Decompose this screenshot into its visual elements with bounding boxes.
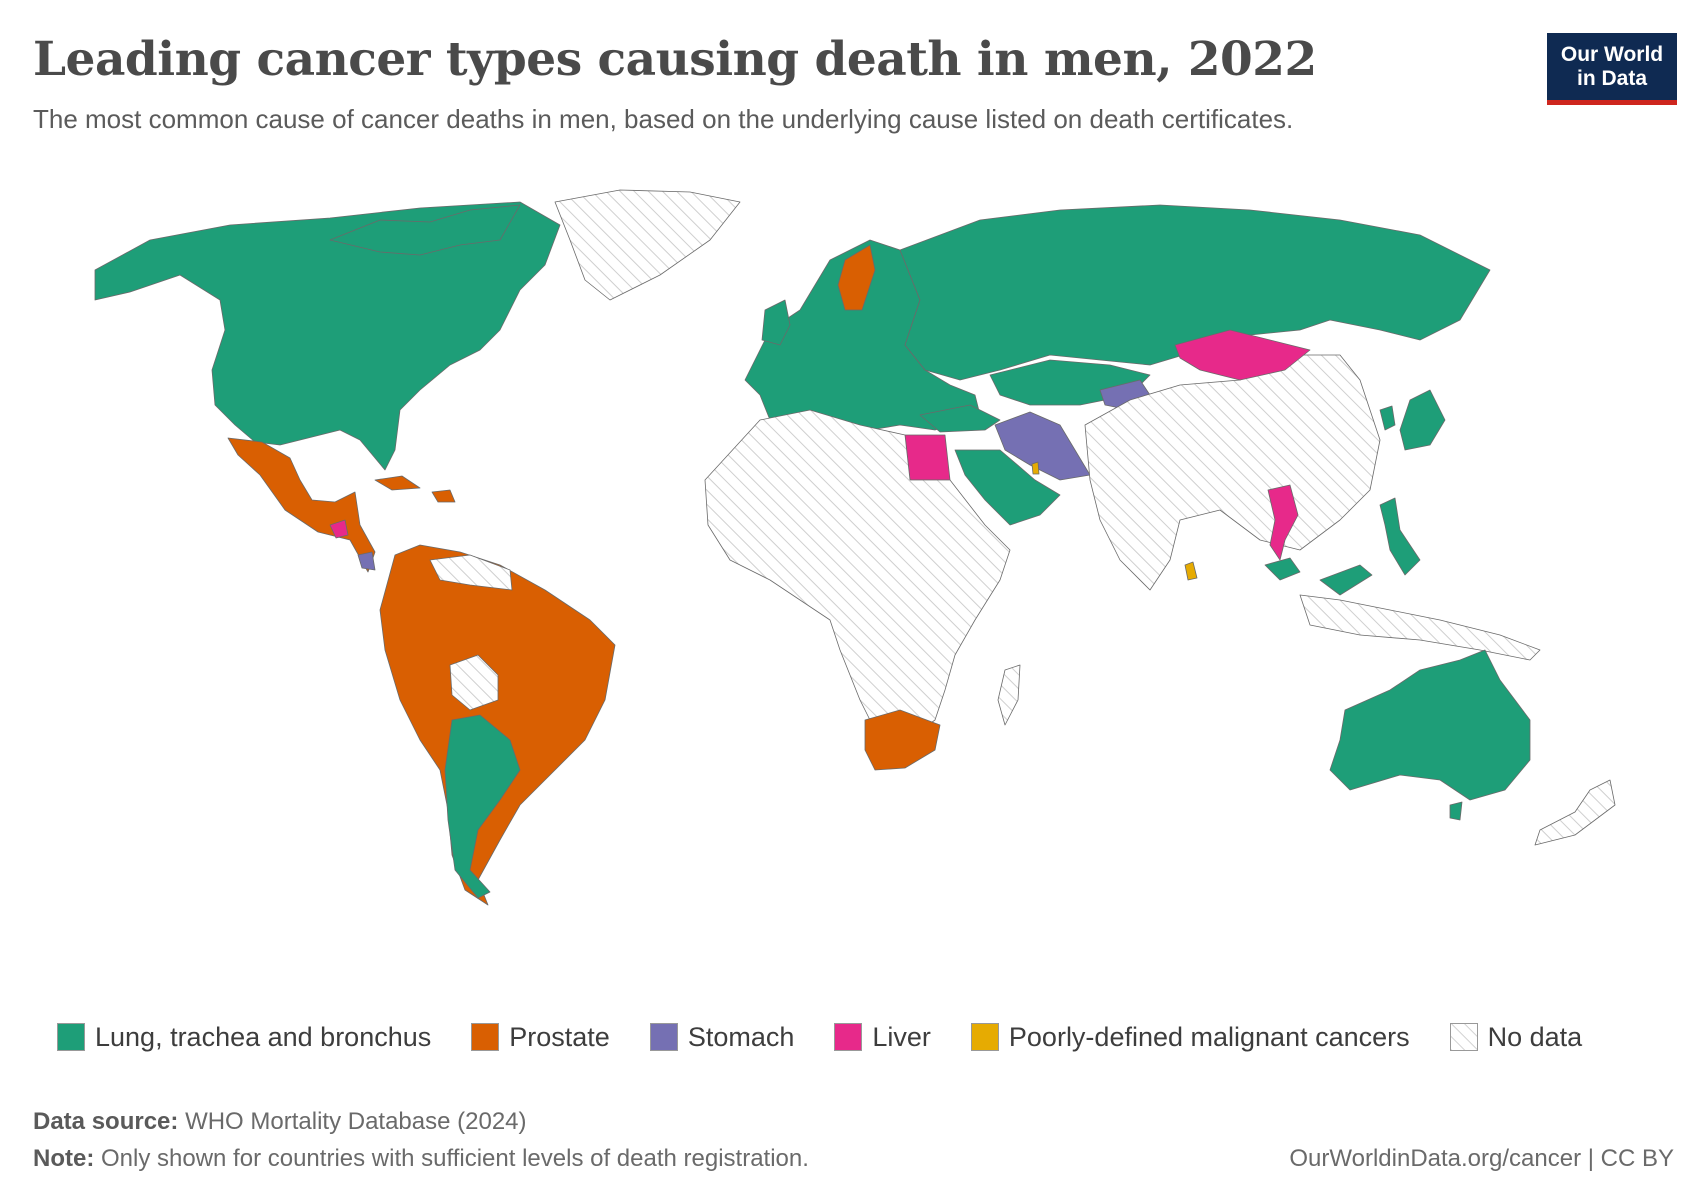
region-philippines[interactable] xyxy=(1379,497,1421,576)
region-sweden[interactable] xyxy=(837,244,876,311)
region-egypt[interactable] xyxy=(904,434,951,481)
region-bolivia xyxy=(449,654,499,711)
note-text: Only shown for countries with sufficient… xyxy=(101,1145,809,1172)
region-saudi-arabia[interactable] xyxy=(954,449,1061,526)
owid-logo[interactable]: Our World in Data xyxy=(1547,33,1677,105)
region-south-africa[interactable] xyxy=(864,709,941,771)
note: Note: Only shown for countries with suff… xyxy=(33,1145,809,1173)
legend-item-poorly-defined[interactable]: Poorly-defined malignant cancers xyxy=(970,1021,1410,1053)
region-cuba[interactable] xyxy=(374,475,421,491)
region-mongolia[interactable] xyxy=(1174,329,1311,381)
region-turkey[interactable] xyxy=(919,404,1001,433)
region-argentina[interactable] xyxy=(444,714,521,899)
region-korea[interactable] xyxy=(1379,405,1396,431)
legend-label-poorly-defined: Poorly-defined malignant cancers xyxy=(1008,1021,1410,1052)
world-map xyxy=(94,189,1616,906)
legend-label-no-data: No data xyxy=(1487,1021,1583,1052)
legend-label-lung: Lung, trachea and bronchus xyxy=(95,1021,432,1052)
data-source: Data source: WHO Mortality Database (202… xyxy=(33,1108,527,1136)
region-madagascar xyxy=(997,664,1021,726)
legend-swatch-stomach xyxy=(649,1023,678,1051)
legend-item-stomach[interactable]: Stomach xyxy=(649,1021,795,1053)
region-hispaniola[interactable] xyxy=(431,489,456,503)
legend-swatch-lung xyxy=(57,1023,85,1051)
logo-line-2: in Data xyxy=(1576,66,1647,90)
region-new-zealand xyxy=(1534,779,1616,846)
region-venezuela-guyana xyxy=(429,554,513,591)
region-guatemala[interactable] xyxy=(329,519,349,539)
credit-link[interactable]: OurWorldinData.org/cancer | CC BY xyxy=(1289,1145,1674,1172)
region-qatar[interactable] xyxy=(1031,461,1040,475)
region-malaysia-borneo[interactable] xyxy=(1319,564,1373,596)
region-tasmania[interactable] xyxy=(1449,801,1463,821)
data-source-label: Data source: xyxy=(33,1108,179,1135)
region-indonesia xyxy=(1299,594,1541,661)
legend-swatch-no-data xyxy=(1449,1023,1478,1051)
region-thailand[interactable] xyxy=(1267,484,1299,561)
legend-item-prostate[interactable]: Prostate xyxy=(471,1022,610,1053)
logo-line-1: Our World xyxy=(1560,42,1664,66)
region-russia[interactable] xyxy=(899,204,1491,381)
map-legend: Lung, trachea and bronchus Prostate Stom… xyxy=(57,1020,1582,1054)
region-north-america[interactable] xyxy=(94,201,561,471)
legend-item-lung[interactable]: Lung, trachea and bronchus xyxy=(57,1022,431,1053)
region-japan[interactable] xyxy=(1399,389,1446,451)
region-south-america[interactable] xyxy=(379,544,616,906)
chart-title: Leading cancer types causing death in me… xyxy=(33,32,1317,87)
region-africa xyxy=(704,409,1011,746)
region-greenland xyxy=(554,189,741,301)
legend-swatch-poorly-defined xyxy=(970,1023,999,1051)
legend-label-stomach: Stomach xyxy=(687,1021,795,1052)
legend-item-no-data[interactable]: No data xyxy=(1449,1021,1583,1053)
data-source-text: WHO Mortality Database (2024) xyxy=(185,1108,527,1135)
region-sri-lanka[interactable] xyxy=(1184,561,1198,581)
chart-subtitle: The most common cause of cancer deaths i… xyxy=(33,104,1294,134)
region-costa-rica[interactable] xyxy=(357,551,376,571)
legend-swatch-liver xyxy=(834,1023,863,1051)
legend-item-liver[interactable]: Liver xyxy=(834,1022,931,1053)
region-uk[interactable] xyxy=(761,299,791,346)
region-mexico-central-america[interactable] xyxy=(227,437,376,573)
note-label: Note: xyxy=(33,1145,95,1172)
region-malaysia[interactable] xyxy=(1264,557,1301,581)
legend-label-prostate: Prostate xyxy=(509,1021,610,1052)
legend-label-liver: Liver xyxy=(872,1021,931,1052)
region-australia[interactable] xyxy=(1329,649,1531,801)
legend-swatch-prostate xyxy=(471,1023,500,1051)
region-canada-islands[interactable] xyxy=(329,204,521,256)
